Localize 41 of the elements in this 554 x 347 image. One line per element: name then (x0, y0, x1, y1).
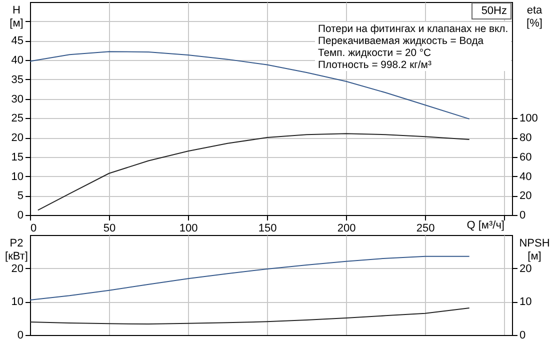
x-axis-title: Q [м³/ч] (466, 220, 504, 232)
y-tick-label: 0 (17, 330, 24, 342)
y-tick-label: 20 (11, 132, 24, 144)
y-axis-title: H [м] (10, 4, 24, 30)
y2-tick-label: 60 (520, 151, 532, 164)
y-tick-label: 10 (11, 170, 24, 183)
x-tick-label: 150 (258, 222, 277, 234)
y-tick-label: 30 (11, 93, 24, 106)
y-tick-label: 10 (11, 296, 24, 308)
line-series (30, 308, 470, 324)
y-tick-label: 35 (11, 74, 24, 86)
x-tick-label: 200 (337, 222, 356, 234)
chart-title: 50Hz (481, 5, 507, 17)
y2-tick-label: 10 (520, 296, 532, 308)
y-tick-label: 15 (11, 151, 24, 164)
y-axis-title: P2 [кВт] (5, 238, 28, 262)
y2-tick-label: 0 (520, 210, 526, 222)
y2-axis-title: eta [%] (526, 4, 544, 30)
annotation: Плотность = 998.2 кг/м³ (318, 60, 432, 71)
y-tick-label: 45 (11, 35, 24, 48)
y-tick-label: 20 (11, 262, 24, 275)
y2-tick-label: 80 (520, 132, 532, 144)
x-tick-label: 50 (103, 222, 116, 234)
y-tick-label: 5 (17, 190, 24, 202)
annotation: Перекачиваемая жидкость = Вода (318, 36, 484, 47)
y-tick-label: 40 (11, 54, 24, 67)
y2-tick-label: 0 (520, 330, 526, 342)
line-series (30, 256, 470, 300)
line-series (37, 133, 470, 211)
x-tick-label: 250 (416, 222, 435, 234)
y-tick-label: 25 (11, 112, 24, 125)
y2-tick-label: 20 (520, 190, 532, 202)
y2-axis-title: NPSH [м] (519, 238, 550, 262)
annotation: Темп. жидкости = 20 °C (318, 48, 432, 59)
x-tick-label: 100 (179, 222, 198, 234)
y2-tick-label: 40 (520, 170, 532, 183)
y2-tick-label: 20 (520, 262, 532, 275)
y-tick-label: 0 (17, 210, 24, 222)
x-tick-label: 0 (30, 222, 37, 234)
y2-tick-label: 100 (520, 112, 538, 125)
annotation: Потери на фитингах и клапанах не вкл. (318, 24, 508, 35)
